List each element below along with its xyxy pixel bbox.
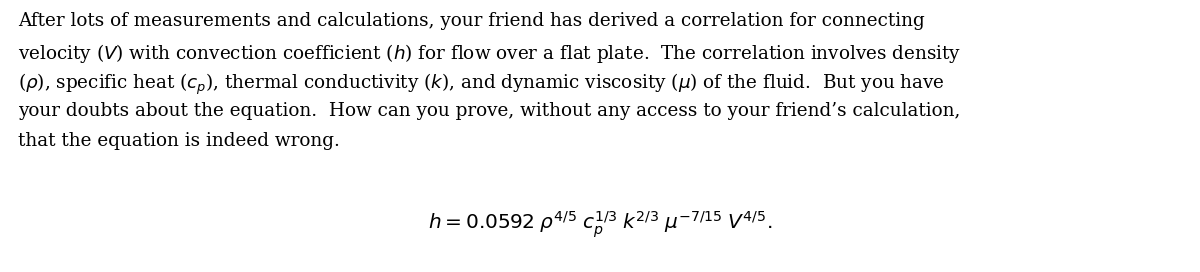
- Text: ($\rho$), specific heat ($c_p$), thermal conductivity ($k$), and dynamic viscosi: ($\rho$), specific heat ($c_p$), thermal…: [18, 72, 944, 97]
- Text: After lots of measurements and calculations, your friend has derived a correlati: After lots of measurements and calculati…: [18, 12, 925, 30]
- Text: your doubts about the equation.  How can you prove, without any access to your f: your doubts about the equation. How can …: [18, 102, 960, 120]
- Text: $h = 0.0592\; \rho^{4/5}\; c_p^{1/3}\; k^{2/3}\; \mu^{-7/15}\; V^{4/5}.$: $h = 0.0592\; \rho^{4/5}\; c_p^{1/3}\; k…: [428, 209, 772, 240]
- Text: velocity ($V$) with convection coefficient ($h$) for flow over a flat plate.  Th: velocity ($V$) with convection coefficie…: [18, 42, 961, 65]
- Text: that the equation is indeed wrong.: that the equation is indeed wrong.: [18, 132, 340, 150]
